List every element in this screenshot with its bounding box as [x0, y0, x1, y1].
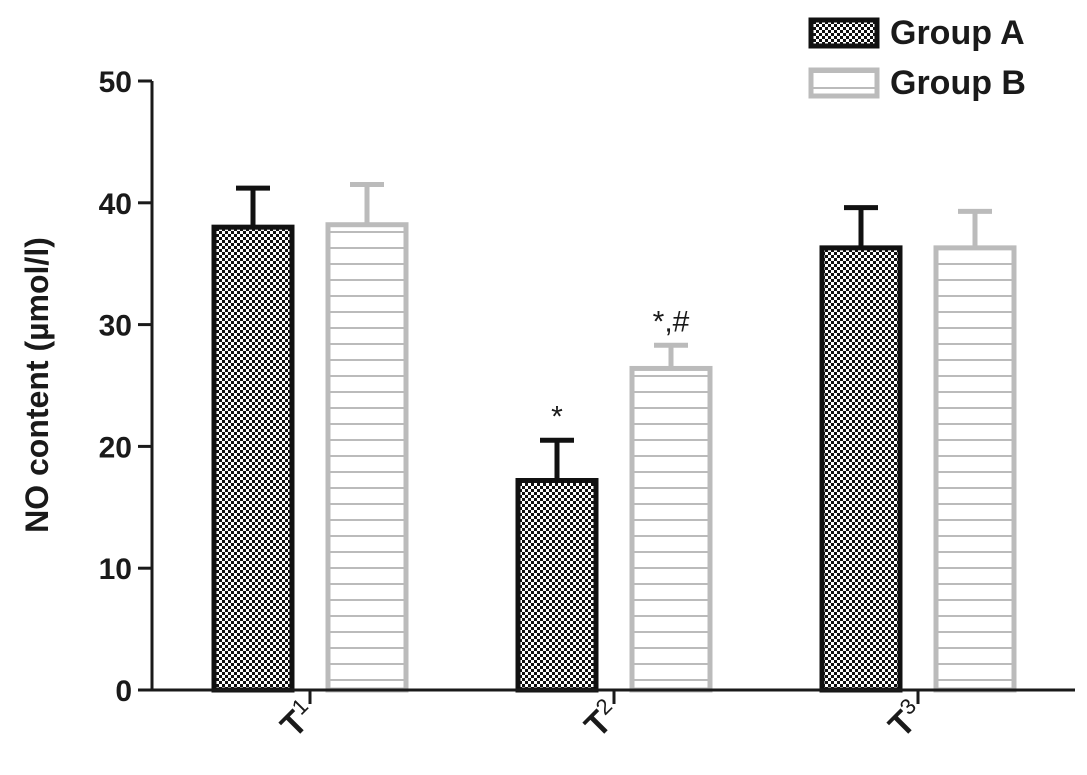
legend-swatch [808, 67, 880, 99]
x-ticks-layer: T1 T2 T3 [272, 690, 932, 745]
bar-group-a [819, 245, 903, 693]
y-tick-label: 50 [99, 66, 132, 99]
y-ticks-layer: 0 10 20 30 40 50 [99, 66, 152, 708]
y-tick-label: 20 [99, 431, 132, 464]
bar-group-b [325, 222, 409, 693]
significance-annotation: * [551, 400, 563, 433]
y-tick-label: 30 [99, 310, 132, 343]
annotations-layer: * *,# [551, 305, 690, 433]
legend-label: Group B [890, 64, 1026, 102]
y-tick-label: 0 [115, 675, 132, 708]
x-tick-label: T1 [272, 693, 324, 745]
bars-layer [211, 222, 1017, 693]
legend-label: Group A [890, 14, 1025, 52]
bar-group-b [629, 365, 713, 693]
error-bars-layer [236, 182, 992, 481]
significance-annotation: *,# [653, 305, 690, 338]
bar-group-b [933, 245, 1017, 693]
y-tick-label: 10 [99, 553, 132, 586]
x-tick-label: T2 [576, 693, 628, 745]
legend-swatch [808, 17, 880, 49]
y-axis-title: NO content (µmol/l) [19, 237, 55, 533]
x-tick-label: T3 [880, 693, 932, 745]
y-tick-label: 40 [99, 188, 132, 221]
legend: Group A Group B [808, 14, 1026, 102]
bar-group-a [211, 224, 295, 693]
bar-group-a [515, 478, 599, 693]
